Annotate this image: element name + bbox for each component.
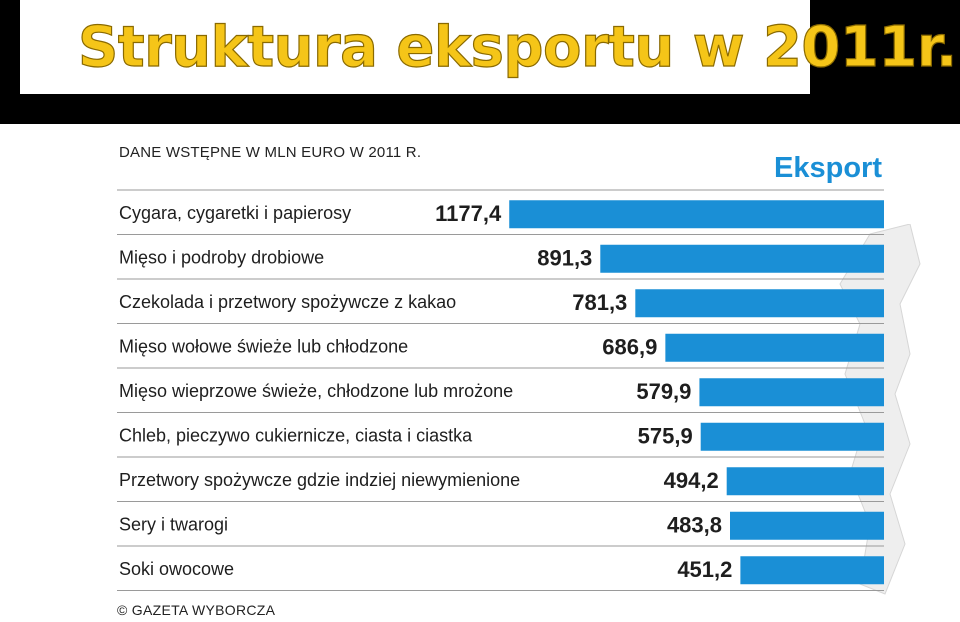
title-box: Struktura eksportu w 2011r.	[20, 0, 958, 94]
slide-title: Struktura eksportu w 2011r.	[77, 15, 957, 80]
category-label: Przetwory spożywcze gdzie indziej niewym…	[119, 470, 520, 490]
bar	[726, 467, 884, 496]
bar	[665, 333, 884, 362]
category-label: Soki owocowe	[119, 559, 234, 579]
value-label: 451,2	[677, 557, 732, 582]
bar	[600, 244, 884, 273]
value-label: 494,2	[664, 468, 719, 493]
bar	[509, 200, 884, 229]
value-label: 891,3	[537, 246, 592, 271]
bar	[699, 378, 884, 407]
value-label: 575,9	[638, 424, 693, 449]
category-label: Mięso i podroby drobiowe	[119, 248, 324, 268]
chart-panel: DANE WSTĘPNE W MLN EURO W 2011 R. Ekspor…	[0, 124, 960, 622]
value-label: 781,3	[572, 290, 627, 315]
category-label: Chleb, pieczywo cukiernicze, ciasta i ci…	[119, 426, 473, 446]
legend-title: Eksport	[774, 152, 882, 184]
bar	[730, 511, 884, 540]
category-label: Czekolada i przetwory spożywcze z kakao	[119, 292, 456, 312]
category-label: Cygara, cygaretki i papierosy	[119, 203, 351, 223]
category-label: Sery i twarogi	[119, 515, 228, 535]
value-label: 686,9	[602, 335, 657, 360]
bar	[740, 556, 884, 585]
chart-subtitle: DANE WSTĘPNE W MLN EURO W 2011 R.	[119, 144, 422, 161]
value-label: 483,8	[667, 513, 722, 538]
source-credit: © GAZETA WYBORCZA	[117, 602, 276, 618]
category-label: Mięso wołowe świeże lub chłodzone	[119, 337, 408, 357]
category-label: Mięso wieprzowe świeże, chłodzone lub mr…	[119, 381, 513, 401]
value-label: 579,9	[636, 379, 691, 404]
bar	[700, 422, 884, 451]
value-label: 1177,4	[435, 201, 502, 226]
bar-chart: Cygara, cygaretki i papierosy 1177,4 Mięso…	[117, 189, 884, 591]
bar	[635, 289, 884, 318]
